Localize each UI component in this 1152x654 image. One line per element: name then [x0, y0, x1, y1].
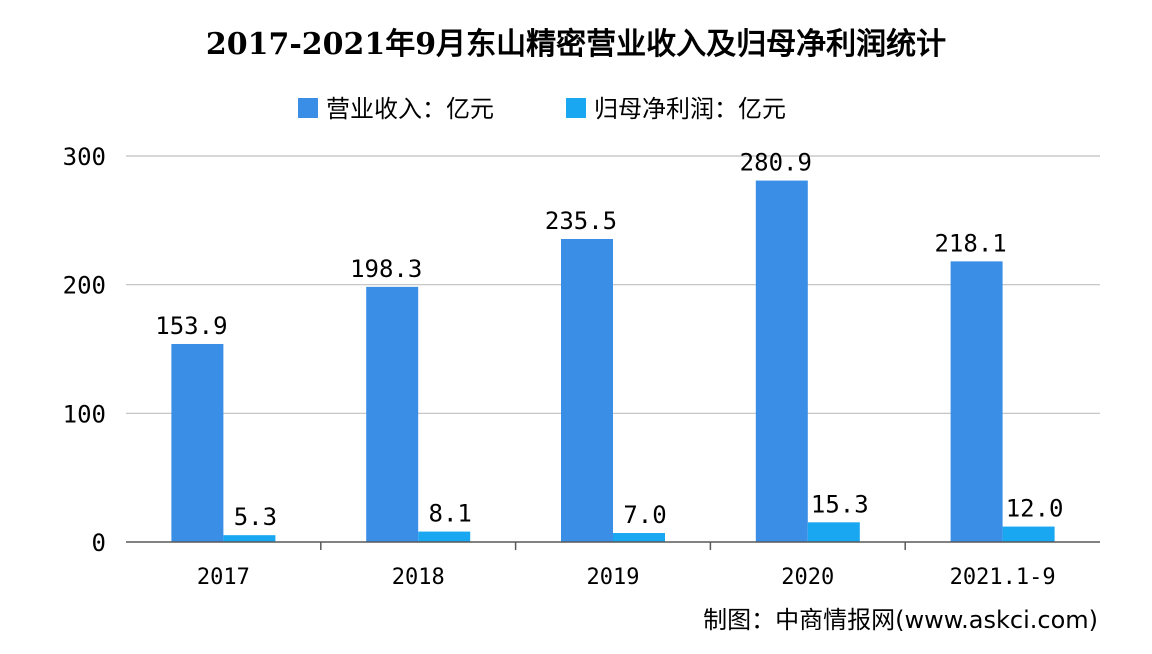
x-tick-label: 2018: [392, 565, 445, 590]
data-label-revenue: 235.5: [545, 207, 617, 235]
x-tick-label: 2017: [197, 565, 250, 590]
x-tick-label: 2019: [587, 565, 640, 590]
x-tick-label: 2020: [781, 565, 834, 590]
y-axis: 0 100 200 300: [63, 143, 106, 557]
data-label-revenue: 280.9: [740, 149, 812, 177]
bars: 153.9 5.3 198.3 8.1 235.5 7.0 280.9 15.3 218.1 12…: [155, 149, 1064, 543]
bar-net-profit: [613, 532, 665, 542]
data-label-net-profit: 8.1: [429, 500, 472, 528]
source-credit: 制图：中商情报网(www.askci.com): [703, 606, 1098, 634]
bar-revenue: [561, 238, 613, 543]
data-label-net-profit: 7.0: [623, 501, 666, 529]
data-label-revenue: 198.3: [350, 255, 422, 283]
bar-net-profit: [418, 531, 471, 542]
data-label-net-profit: 5.3: [234, 503, 277, 531]
data-label-net-profit: 12.0: [1006, 495, 1064, 523]
x-tick-label: 2021.1-9: [950, 565, 1056, 590]
legend-swatch-revenue: [298, 98, 318, 118]
bar-revenue: [950, 261, 1003, 542]
y-tick-label-100: 100: [63, 400, 106, 428]
y-tick-label-300: 300: [63, 143, 106, 171]
bar-revenue: [171, 343, 224, 542]
chart-title: 2017-2021年9月东山精密营业收入及归母净利润统计: [206, 27, 946, 62]
x-axis: 2017 2018 2019 2020 2021.1-9: [126, 541, 1100, 590]
legend-swatch-net-profit: [566, 98, 586, 118]
legend-label-revenue: 营业收入：亿元: [326, 95, 494, 123]
y-tick-label-0: 0: [92, 529, 106, 557]
y-tick-label-200: 200: [63, 272, 106, 300]
legend-label-net-profit: 归母净利润：亿元: [594, 95, 786, 123]
data-label-net-profit: 15.3: [811, 490, 869, 518]
bar-net-profit: [223, 535, 276, 542]
data-label-revenue: 218.1: [934, 229, 1006, 257]
bar-revenue: [755, 180, 808, 543]
legend: 营业收入：亿元 归母净利润：亿元: [298, 95, 786, 123]
bar-net-profit: [1002, 526, 1055, 542]
bar-net-profit: [807, 522, 860, 542]
bar-revenue: [366, 286, 419, 542]
data-label-revenue: 153.9: [155, 312, 227, 340]
